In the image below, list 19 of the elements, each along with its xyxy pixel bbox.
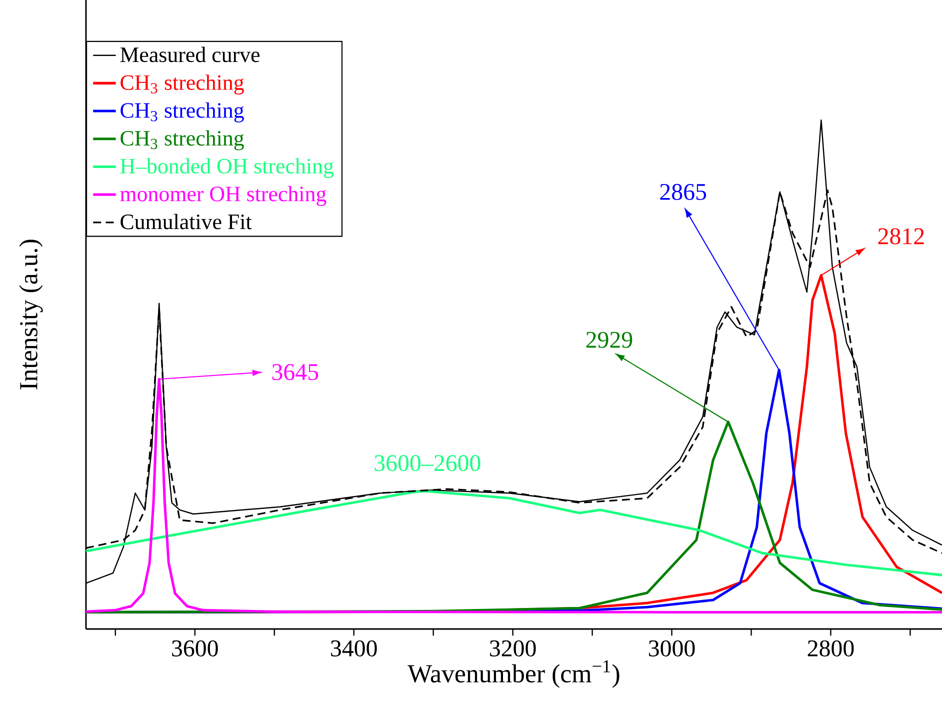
legend-label: Measured curve [120, 46, 260, 62]
x-tick-label: 3000 [649, 640, 695, 656]
legend-label: CH$_{3}$ streching [120, 130, 244, 150]
x-tick-label: 3200 [490, 640, 536, 656]
legend-label: H–bonded OH streching [120, 158, 334, 178]
legend-label: CH$_{3}$ streching [120, 102, 244, 122]
legend-label: monomer OH streching [120, 186, 326, 206]
y-axis-title: Intensity (a.u.) [19, 240, 43, 390]
annotation: 3600–2600 [374, 455, 480, 472]
x-tick-label: 2800 [808, 640, 854, 656]
x-tick-label: 3600 [172, 640, 218, 656]
x-axis-title: Wavenumber (cm$^{−1}$) [408, 660, 620, 688]
annotation: 2865 [660, 184, 706, 200]
annotation: 3645 [272, 364, 318, 380]
legend-label: CH$_{3}$ streching [120, 74, 244, 95]
x-tick-label: 3400 [331, 640, 377, 656]
legend-label: Cumulative Fit [120, 214, 252, 230]
annotation: 2929 [586, 332, 632, 348]
annotation: 2812 [878, 228, 924, 244]
